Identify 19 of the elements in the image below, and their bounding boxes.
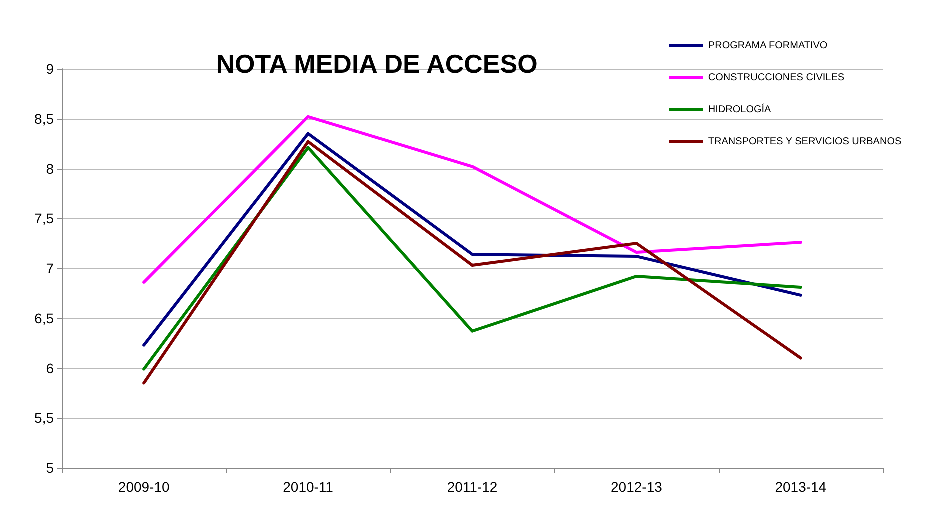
legend-label: HIDROLOGÍA [708,104,772,116]
y-tick-label: 5 [46,460,54,476]
x-tick-label: 2011-12 [447,479,498,495]
x-tick-label: 2010-11 [283,479,334,495]
y-tick-label: 8,5 [34,110,54,127]
y-tick-label: 6 [46,360,54,376]
legend-label: TRANSPORTES Y SERVICIOS URBANOS [708,136,902,148]
y-tick-label: 9 [46,61,54,77]
x-tick-label: 2009-10 [118,479,170,495]
x-tick-label: 2012-13 [611,479,663,495]
y-tick-label: 7 [46,260,54,276]
legend-label: PROGRAMA FORMATIVO [708,40,828,52]
legend-label: CONSTRUCCIONES CIVILES [708,72,845,84]
y-tick-label: 6,5 [34,310,54,326]
x-tick-label: 2013-14 [775,479,827,495]
y-tick-label: 5,5 [34,410,54,426]
chart-title: NOTA MEDIA DE ACCESO [216,49,538,79]
y-tick-label: 7,5 [34,210,54,227]
y-tick-label: 8 [46,160,54,177]
